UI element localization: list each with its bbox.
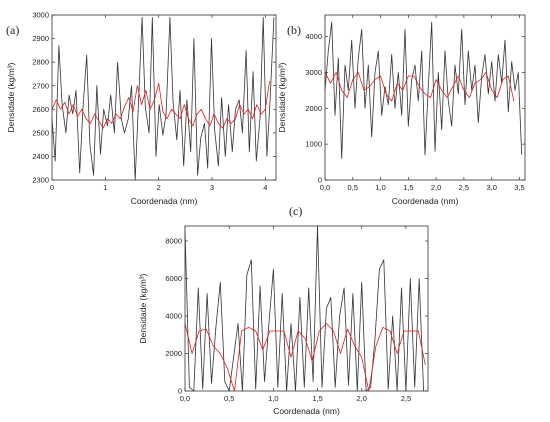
chart-panel-2: 0,0 0,5 1,0 1,5 2,0 2,5 3,0 3,5 0 1000 2000 3000 400… <box>277 14 526 206</box>
series-line-1 <box>324 21 523 159</box>
x-tick-label: 2,5 <box>459 183 469 192</box>
series-line-2 <box>324 72 515 102</box>
y-tick-label: 1000 <box>305 140 322 149</box>
y-tick-label: 0 <box>178 387 182 396</box>
series-line-2 <box>184 323 426 392</box>
plot-frame <box>184 225 429 392</box>
x-tick-label: 3 <box>210 183 214 192</box>
x-tick-label: 3,0 <box>486 183 496 192</box>
x-axis-label: Coordenada (nm) <box>131 196 198 206</box>
y-tick-label: 2700 <box>32 81 49 90</box>
y-tick-label: 2900 <box>32 34 49 43</box>
y-axis-label: Densidade (kg/m³) <box>6 62 16 132</box>
x-axis-label: Coordenada (nm) <box>273 406 340 416</box>
x-tick-label: 1,5 <box>312 394 322 403</box>
panel-label: (a) <box>6 23 19 37</box>
plot-frame <box>51 14 277 181</box>
x-tick-label: 0,0 <box>180 394 190 403</box>
y-tick-label: 2000 <box>305 104 322 113</box>
y-tick-label: 2500 <box>32 128 49 137</box>
x-axis-label: Coordenada (nm) <box>392 196 459 206</box>
series-line-1 <box>51 16 275 181</box>
x-tick-label: 2,0 <box>357 394 367 403</box>
y-tick-label: 2000 <box>165 349 182 358</box>
x-tick-label: 2,0 <box>431 183 441 192</box>
y-tick-label: 3000 <box>305 68 322 77</box>
x-tick-label: 1 <box>103 183 107 192</box>
x-tick-label: 1,0 <box>268 394 278 403</box>
y-tick-label: 2600 <box>32 105 49 114</box>
y-tick-label: 2400 <box>32 152 49 161</box>
chart-panel-3: 0,0 0,5 1,0 1,5 2,0 2,5 0 2000 4000 6000 8000 Coord… <box>138 204 429 416</box>
x-tick-label: 1,5 <box>403 183 413 192</box>
series-line-1 <box>184 225 424 392</box>
y-tick-label: 6000 <box>165 274 182 283</box>
plot-frame <box>324 14 526 181</box>
x-tick-label: 2 <box>157 183 161 192</box>
y-axis-label: Densidade (kg/m³) <box>277 62 287 132</box>
x-tick-label: 4 <box>263 183 267 192</box>
x-tick-label: 0 <box>50 183 54 192</box>
y-axis-label: Densidade (kg/m³) <box>138 273 148 343</box>
y-tick-label: 4000 <box>165 312 182 321</box>
x-tick-label: 0,5 <box>348 183 358 192</box>
x-tick-label: 0,0 <box>320 183 330 192</box>
y-tick-label: 8000 <box>165 237 182 246</box>
y-tick-label: 2800 <box>32 58 49 67</box>
y-tick-label: 2300 <box>32 176 49 185</box>
x-tick-label: 0,5 <box>224 394 234 403</box>
y-tick-label: 3000 <box>32 11 49 20</box>
x-tick-label: 1,0 <box>375 183 385 192</box>
panel-label: (c) <box>289 204 302 218</box>
x-tick-label: 3,5 <box>514 183 524 192</box>
chart-panel-1: 0 1 2 3 4 2300 2400 2500 2600 2700 2800 2900 3000 Coo… <box>6 11 277 206</box>
y-tick-label: 4000 <box>305 32 322 41</box>
series-line-2 <box>51 80 270 129</box>
y-tick-label: 0 <box>318 176 322 185</box>
x-tick-label: 2,5 <box>401 394 411 403</box>
panel-label: (b) <box>287 23 301 37</box>
